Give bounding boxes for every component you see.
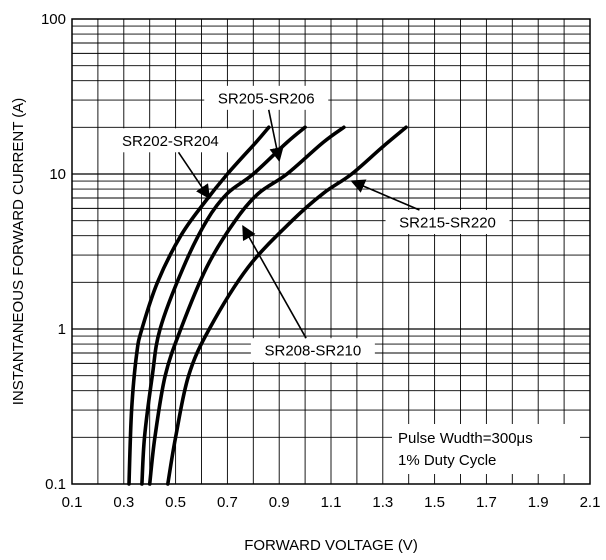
x-tick-label: 0.1 bbox=[62, 494, 83, 511]
x-tick-label: 1.1 bbox=[321, 494, 342, 511]
annotations: SR205-SR206 SR202-SR204 SR215-SR220 SR208-S… bbox=[108, 85, 510, 363]
x-tick-label: 1.9 bbox=[528, 494, 549, 511]
note-pulse-width: Pulse Wudth=300μs bbox=[398, 430, 533, 447]
annotation-arrow bbox=[350, 179, 420, 211]
annotation-label: SR215-SR220 bbox=[399, 215, 496, 232]
x-tick-label: 0.3 bbox=[113, 494, 134, 511]
y-tick-label: 10 bbox=[49, 166, 66, 183]
annotation-arrow bbox=[267, 109, 284, 163]
annotation-label: SR205-SR206 bbox=[218, 90, 315, 107]
series-line-sr215-sr220 bbox=[166, 125, 408, 486]
x-tick-label: 1.7 bbox=[476, 494, 497, 511]
x-tick-label: 0.9 bbox=[269, 494, 290, 511]
series-line-sr208-sr210 bbox=[147, 125, 346, 486]
note-background bbox=[392, 424, 580, 474]
annotation-background bbox=[204, 85, 329, 110]
plot-border bbox=[71, 18, 591, 485]
y-tick-label: 100 bbox=[41, 11, 66, 28]
grid bbox=[72, 19, 590, 484]
x-tick-label: 0.7 bbox=[217, 494, 238, 511]
plot-frame bbox=[71, 18, 591, 485]
note-duty-cycle: 1% Duty Cycle bbox=[398, 452, 496, 469]
x-tick-label: 1.5 bbox=[424, 494, 445, 511]
annotation-background bbox=[385, 210, 510, 235]
x-tick-label: 2.1 bbox=[580, 494, 601, 511]
annotation-arrow bbox=[177, 151, 211, 200]
y-tick-label: 0.1 bbox=[45, 476, 66, 493]
x-tick-label: 1.3 bbox=[372, 494, 393, 511]
annotation-label: SR208-SR210 bbox=[265, 343, 362, 360]
annotation-background bbox=[108, 128, 233, 153]
annotation-background bbox=[250, 338, 375, 363]
x-axis-title: FORWARD VOLTAGE (V) bbox=[244, 537, 418, 554]
y-axis-title: INSTANTANEOUS FORWARD CURRENT (A) bbox=[10, 98, 27, 406]
tick-labels: 0.1 0.3 0.5 0.7 0.9 1.1 1.3 1.5 1.7 1.9 2.1 0.1 1 10 1… bbox=[41, 11, 600, 511]
y-tick-label: 1 bbox=[58, 321, 66, 338]
annotation-label: SR202-SR204 bbox=[122, 133, 219, 150]
x-tick-label: 0.5 bbox=[165, 494, 186, 511]
annotation-arrow bbox=[242, 225, 307, 339]
series-line-sr202-sr204 bbox=[127, 125, 271, 486]
